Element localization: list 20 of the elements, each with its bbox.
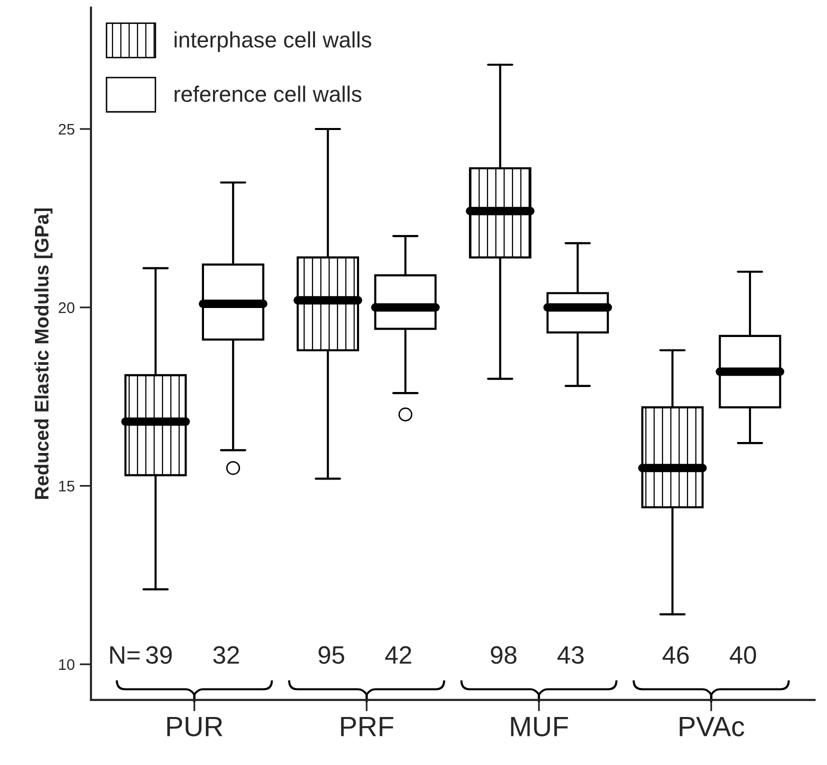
annotation: 40 — [730, 646, 756, 664]
annotation: N= — [110, 646, 140, 664]
x-tick-label: MUF — [511, 716, 568, 736]
y-tick-label: 20 — [58, 302, 74, 314]
x-tick-label: PUR — [167, 716, 222, 736]
annotation: 43 — [557, 646, 584, 664]
annotation: 39 — [146, 646, 172, 664]
annotation: 32 — [213, 646, 239, 664]
x-tick-label: PVAc — [680, 716, 744, 736]
annotation: 42 — [385, 646, 412, 664]
y-axis-title: Reduced Elastic Modulus [GPa] — [34, 208, 52, 499]
annotation: 98 — [490, 646, 516, 664]
y-tick-label: 15 — [59, 480, 74, 492]
y-tick-label: 25 — [58, 124, 74, 135]
y-tick-label: 10 — [59, 659, 74, 670]
annotation: 46 — [662, 646, 689, 664]
legend-label: reference cell walls — [174, 86, 362, 102]
x-tick-label: PRF — [341, 716, 394, 736]
annotation: 95 — [318, 646, 344, 664]
legend-label: interphase cell walls — [174, 31, 372, 52]
